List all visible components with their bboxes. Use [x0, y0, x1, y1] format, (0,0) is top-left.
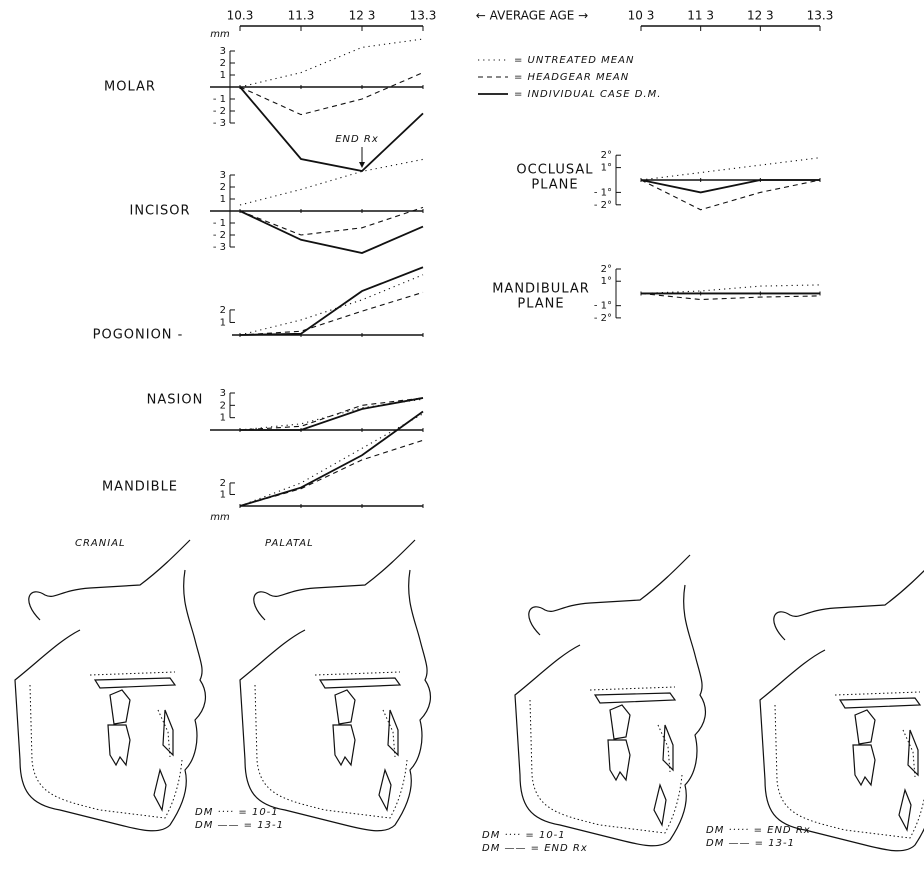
y-tick-label: - 3	[213, 118, 226, 129]
caption: DM —— = 13-1	[706, 838, 795, 849]
y-tick-label: - 2	[213, 230, 226, 241]
y-tick-label: 2°	[601, 264, 612, 275]
y-tick-label: 1	[220, 70, 226, 81]
chart-title: INCISOR	[130, 204, 191, 219]
y-tick-label: 1	[220, 194, 226, 205]
series-line	[240, 292, 423, 335]
y-tick-label: 2°	[601, 150, 612, 161]
series-line	[240, 398, 423, 430]
y-tick-label: 1°	[601, 276, 612, 287]
y-tick-label: - 1	[213, 218, 226, 229]
age-tick-label: 13.3	[807, 9, 834, 23]
y-tick-label: - 1°	[594, 187, 612, 198]
caption: DM —— = END Rx	[482, 843, 588, 854]
series-line	[240, 267, 423, 335]
y-tick-label: 1	[220, 413, 226, 424]
chart-title: NASION	[147, 393, 204, 408]
series-line	[240, 73, 423, 115]
y-tick-label: 2	[220, 400, 226, 411]
y-tick-label: 1	[220, 489, 226, 500]
caption: DM —— = 13-1	[195, 820, 284, 831]
series-line	[240, 440, 423, 506]
series-line	[240, 39, 423, 87]
age-tick-label: 12 3	[349, 9, 376, 23]
y-tick-label: - 2°	[594, 200, 612, 211]
tracing-label: PALATAL	[265, 538, 314, 549]
series-line	[641, 180, 820, 210]
y-tick-label: 3	[220, 46, 226, 57]
y-tick-label: 3	[220, 388, 226, 399]
caption: DM ····· = END Rx	[706, 825, 811, 836]
tracing-cranial	[15, 540, 205, 831]
chart-title: MANDIBULAR	[492, 282, 590, 297]
caption: DM ···· = 10-1	[482, 830, 566, 841]
caption: DM ···· = 10-1	[195, 807, 279, 818]
y-unit: mm	[210, 29, 230, 40]
y-unit: mm	[210, 512, 230, 523]
y-tick-label: 1°	[601, 163, 612, 174]
y-tick-label: 2	[220, 58, 226, 69]
tracings	[15, 540, 924, 851]
tracing-palatal	[240, 540, 430, 831]
tracing-4	[760, 560, 924, 851]
series-line	[641, 293, 820, 299]
legend-label: = HEADGEAR MEAN	[514, 72, 629, 83]
y-tick-label: - 2	[213, 106, 226, 117]
y-tick-label: 1	[220, 317, 226, 328]
age-tick-label: 11 3	[687, 9, 714, 23]
chart-title: MANDIBLE	[102, 480, 178, 495]
series-line	[240, 414, 423, 506]
age-axis-label: ← AVERAGE AGE →	[476, 9, 588, 23]
y-tick-label: - 2°	[594, 313, 612, 324]
legend-label: = INDIVIDUAL CASE D.M.	[514, 89, 661, 100]
chart-title: POGONION -	[93, 328, 184, 343]
age-tick-label: 10 3	[628, 9, 655, 23]
figure: MOLAR321- 1- 2- 3mmEND RxINCISOR321- 1- …	[0, 0, 924, 873]
y-tick-label: 2	[220, 305, 226, 316]
age-tick-label: 13.3	[410, 9, 437, 23]
age-tick-label: 10.3	[227, 9, 254, 23]
y-tick-label: 2	[220, 182, 226, 193]
series-line	[240, 275, 423, 335]
series-line	[240, 411, 423, 506]
y-tick-label: - 1°	[594, 301, 612, 312]
chart-title: PLANE	[517, 297, 564, 312]
tracing-3	[515, 555, 705, 846]
y-tick-label: 3	[220, 170, 226, 181]
age-tick-label: 11.3	[288, 9, 315, 23]
series-line	[641, 180, 820, 192]
chart-title: MOLAR	[104, 80, 156, 95]
series-line	[641, 158, 820, 180]
series-line	[240, 211, 423, 253]
chart-title: OCCLUSAL	[516, 163, 593, 178]
series-line	[641, 285, 820, 294]
legend-label: = UNTREATED MEAN	[514, 55, 634, 66]
chart-title: PLANE	[531, 178, 578, 193]
y-tick-label: 2	[220, 478, 226, 489]
age-tick-label: 12 3	[747, 9, 774, 23]
y-tick-label: - 1	[213, 94, 226, 105]
series-line	[240, 159, 423, 205]
tracing-label: CRANIAL	[75, 538, 126, 549]
annotation: END Rx	[335, 134, 379, 145]
arrow-head	[359, 162, 365, 168]
y-tick-label: - 3	[213, 242, 226, 253]
